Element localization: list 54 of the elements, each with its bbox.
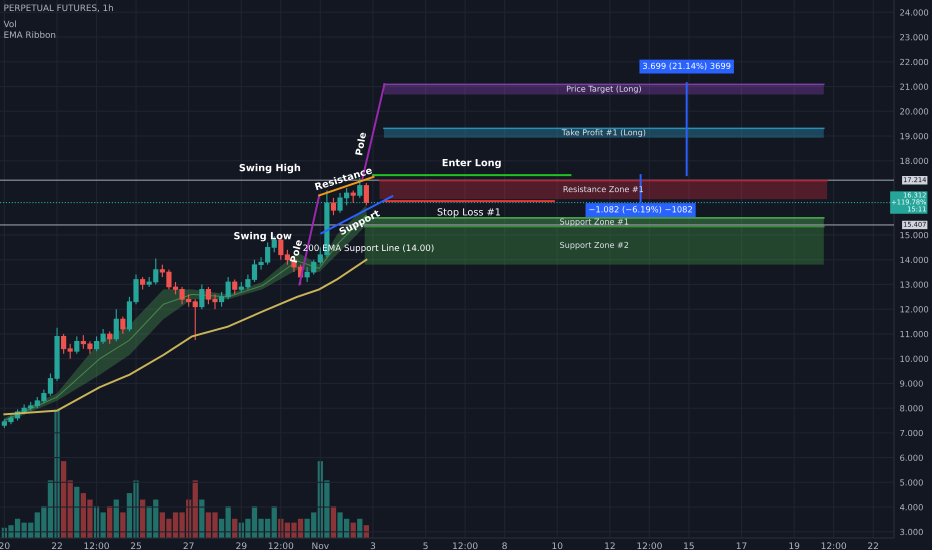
x-tick-label: 19	[789, 542, 800, 550]
chart-title: PERPETUAL FUTURES, 1h	[4, 4, 113, 12]
x-tick-label: 27	[184, 542, 194, 550]
x-tick-label: 8	[502, 542, 507, 550]
y-tick-label: 13.000	[900, 281, 928, 288]
annotation: −1.082 (−6.19%) −1082	[589, 206, 692, 214]
y-tick-label: 22.000	[900, 58, 928, 66]
y-tick-label: 19.000	[900, 133, 928, 140]
annotation: Stop Loss #1	[438, 208, 500, 218]
y-tick-label: 9.000	[900, 380, 923, 387]
x-tick-label: 12:00	[84, 542, 109, 550]
x-tick-label: 12:00	[637, 542, 662, 550]
y-tick-label: 11.000	[900, 330, 928, 338]
y-tick-label: 18.000	[900, 158, 928, 164]
y-tick-label: 24.000	[900, 9, 928, 16]
x-tick-label: 17	[736, 542, 746, 550]
series-label: Take Profit #1 (Long)	[562, 129, 646, 137]
annotation: Enter Long	[442, 159, 501, 168]
x-tick-label: 29	[236, 542, 246, 550]
x-tick-label: 12:00	[268, 542, 294, 550]
y-tick-label: 15.000	[900, 232, 928, 238]
annotation: Vol	[4, 20, 16, 28]
annotation: EMA Ribbon	[4, 31, 56, 38]
y-tick-label: 14.000	[900, 256, 928, 264]
y-tick-label: 5.000	[900, 479, 923, 486]
x-tick-label: 5	[423, 542, 428, 550]
y-tick-label: 3.000	[900, 528, 923, 536]
series-label: Support Zone #2	[560, 242, 628, 250]
x-tick-label: 12:00	[822, 542, 846, 550]
y-tick-label: 6.000	[900, 454, 923, 461]
x-tick-label: 22	[868, 542, 878, 550]
y-tick-label: 10.000	[900, 356, 928, 362]
y-tick-label: 20.000	[900, 108, 928, 115]
annotation: Pole	[290, 239, 302, 263]
y-tick-label: 12.000	[900, 306, 928, 312]
x-tick-label: 12	[605, 542, 615, 550]
x-tick-label: 10	[552, 542, 562, 550]
x-tick-label: Nov	[312, 542, 329, 550]
y-tick-label: 23.000	[900, 34, 928, 40]
x-tick-label: 12:00	[453, 542, 478, 550]
x-tick-label: 22	[52, 542, 62, 550]
y-tick-label: 8.000	[900, 405, 923, 412]
series-label: Support Zone #1	[560, 218, 628, 226]
x-tick-label: 3	[370, 542, 376, 550]
y-tick-label: 21.000	[900, 84, 928, 90]
y-tick-label: 7.000	[900, 430, 923, 436]
annotation: Swing High	[240, 164, 300, 174]
annotation: Pole	[354, 132, 366, 156]
x-tick-label: 15	[684, 542, 694, 550]
annotation: 3.699 (21.14%) 3699	[642, 62, 730, 70]
y-tick-label: 4.000	[900, 504, 923, 510]
series-label: Price Target (Long)	[566, 86, 641, 94]
x-tick-label: 25	[130, 542, 141, 550]
annotation: Swing Low	[234, 232, 292, 242]
